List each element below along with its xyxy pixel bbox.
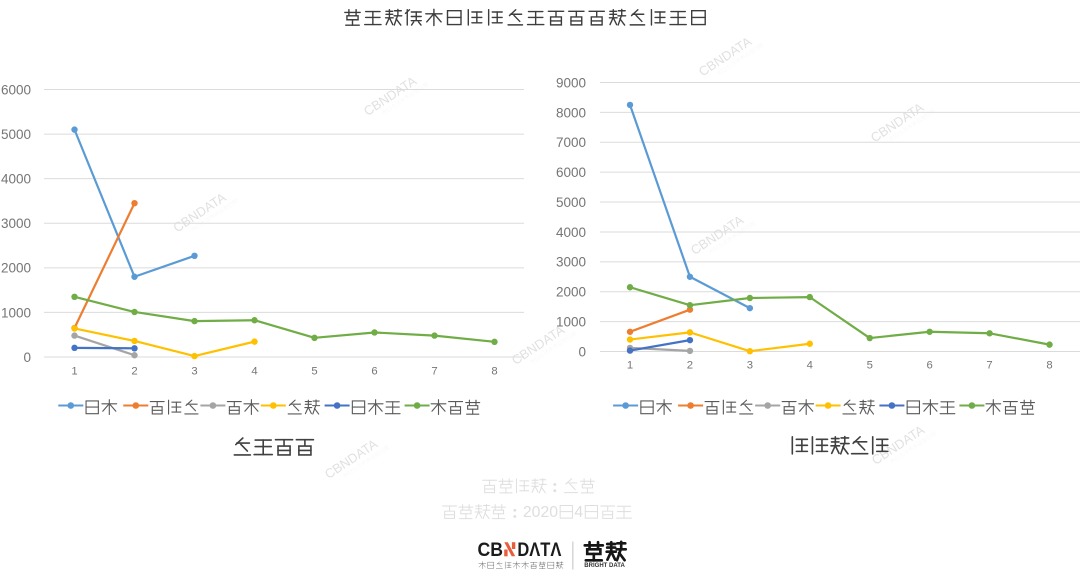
svg-text:5: 5 xyxy=(867,359,873,371)
svg-text:6000: 6000 xyxy=(1,82,31,97)
svg-text:9000: 9000 xyxy=(556,75,586,90)
svg-text:6: 6 xyxy=(927,359,933,371)
svg-text:8: 8 xyxy=(491,365,497,377)
svg-text:2000: 2000 xyxy=(556,285,586,300)
svg-text:1000: 1000 xyxy=(1,305,31,320)
svg-text:4: 4 xyxy=(251,365,257,377)
svg-text:3: 3 xyxy=(747,359,753,371)
svg-text:4000: 4000 xyxy=(556,225,586,240)
svg-text:1: 1 xyxy=(627,359,633,371)
svg-text:3000: 3000 xyxy=(1,216,31,231)
svg-text:2: 2 xyxy=(131,365,137,377)
svg-text:CB: CB xyxy=(478,540,504,561)
svg-text:1: 1 xyxy=(71,365,77,377)
svg-text:4000: 4000 xyxy=(1,172,31,187)
svg-text:8: 8 xyxy=(1046,359,1052,371)
svg-text:0: 0 xyxy=(23,350,31,365)
svg-text:2000: 2000 xyxy=(1,261,31,276)
svg-text:5000: 5000 xyxy=(556,195,586,210)
svg-text:7: 7 xyxy=(986,359,992,371)
svg-text:1000: 1000 xyxy=(556,315,586,330)
svg-text:3: 3 xyxy=(191,365,197,377)
svg-text:4: 4 xyxy=(807,359,813,371)
svg-text:0: 0 xyxy=(578,344,586,359)
svg-text:3000: 3000 xyxy=(556,255,586,270)
svg-text:2020: 2020 xyxy=(523,504,558,521)
svg-text:7: 7 xyxy=(431,365,437,377)
svg-text:5: 5 xyxy=(311,365,317,377)
svg-text:5000: 5000 xyxy=(1,127,31,142)
svg-text:4: 4 xyxy=(574,504,583,521)
svg-text:6: 6 xyxy=(371,365,377,377)
svg-text:BRIGHT DATA: BRIGHT DATA xyxy=(584,562,625,569)
svg-text:DΛTΛ: DΛTΛ xyxy=(517,540,561,561)
svg-text:6000: 6000 xyxy=(556,165,586,180)
svg-text:8000: 8000 xyxy=(556,105,586,120)
svg-text:2: 2 xyxy=(687,359,693,371)
svg-text:7000: 7000 xyxy=(556,135,586,150)
